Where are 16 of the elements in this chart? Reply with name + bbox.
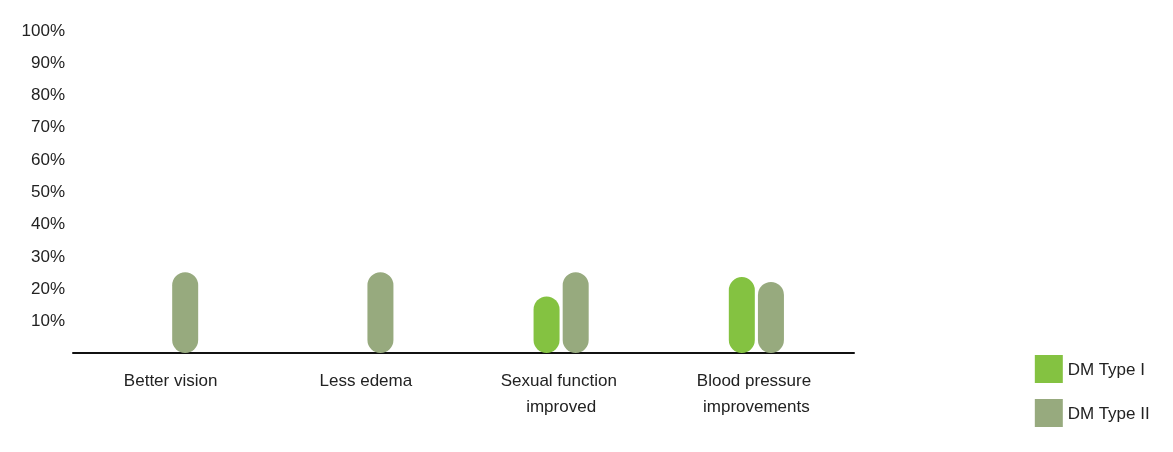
x-tick-label: Blood pressure improvements: [696, 370, 816, 416]
y-tick-label: 50%: [30, 182, 65, 201]
y-tick-label: 30%: [30, 246, 65, 266]
legend-label: DM Type II: [1067, 403, 1150, 423]
y-tick-label: 100%: [21, 20, 65, 40]
y-tick-label: 60%: [30, 149, 65, 169]
y-tick-label: 80%: [30, 85, 65, 105]
x-tick-label: Less edema: [319, 370, 413, 390]
y-tick-label: 70%: [30, 117, 65, 137]
legend-label: DM Type I: [1067, 359, 1145, 379]
y-tick-label: 40%: [30, 214, 65, 234]
x-tick-label: Sexual function improved: [500, 370, 622, 416]
y-tick-label: 10%: [30, 311, 65, 331]
x-tick-label: Better vision: [123, 370, 218, 390]
y-tick-label: 90%: [30, 52, 65, 72]
y-tick-label: 20%: [30, 278, 65, 298]
